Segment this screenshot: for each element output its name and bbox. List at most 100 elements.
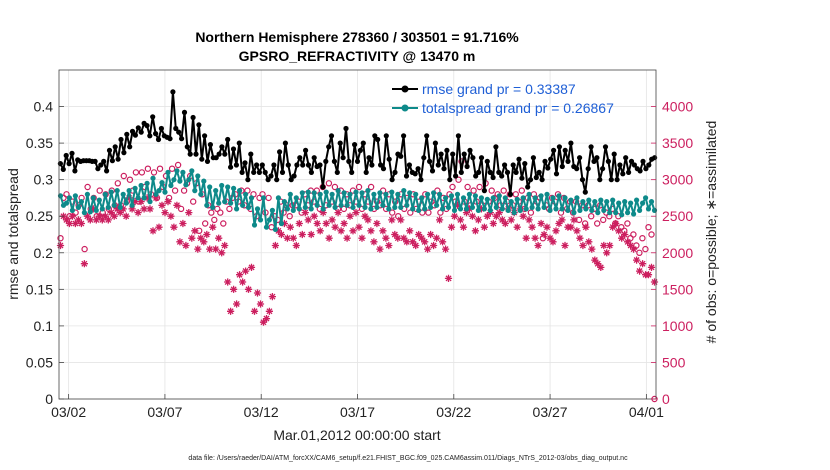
y-axis-label-left: rmse and totalspread (5, 168, 21, 300)
rmse-point (455, 133, 461, 139)
rmse-point (406, 162, 412, 168)
spread-point (177, 178, 183, 184)
rmse-point (187, 151, 193, 157)
obs-possible-point (588, 212, 595, 220)
spread-point (520, 195, 526, 201)
rmse-point (222, 151, 228, 157)
spread-point (290, 207, 296, 213)
rmse-point (346, 158, 352, 164)
rmse-point (551, 147, 557, 153)
rmse-point (360, 140, 366, 146)
y-tick-label-right: 3000 (662, 172, 693, 188)
obs-assimilated-point (412, 241, 420, 250)
obs-assimilated-point (337, 227, 345, 235)
obs-assimilated-point (259, 318, 268, 326)
spread-point (463, 206, 470, 212)
obs-assimilated-point (107, 209, 115, 217)
rmse-point (121, 150, 127, 156)
x-tick-label: 03/27 (533, 404, 568, 420)
rmse-point (129, 128, 136, 134)
obs-possible-point (464, 183, 471, 191)
rmse-point (104, 168, 110, 174)
spread-point (132, 185, 138, 191)
obs-assimilated-point (397, 216, 405, 224)
rmse-point (265, 177, 271, 183)
rmse-point (542, 158, 548, 164)
rmse-point (470, 155, 476, 161)
y-tick-label-right: 1500 (662, 281, 693, 297)
rmse-point (389, 177, 395, 183)
x-tick-label: 03/22 (436, 404, 471, 420)
obs-assimilated-point (313, 219, 321, 228)
obs-possible-point (425, 209, 432, 216)
obs-assimilated-point (146, 205, 154, 213)
obs-possible-point (120, 172, 128, 180)
obs-assimilated-point (444, 274, 453, 282)
obs-possible-point (648, 231, 655, 238)
legend-spread-label: totalspread grand pr = 0.26867 (422, 100, 614, 116)
spread-point (189, 168, 195, 174)
spread-point (123, 200, 129, 206)
obs-assimilated-point (250, 307, 259, 315)
rmse-point (418, 177, 424, 183)
rmse-point (378, 162, 384, 168)
obs-assimilated-point (212, 245, 220, 253)
rmse-point (170, 89, 176, 95)
spread-point (571, 210, 577, 216)
rmse-point (450, 151, 456, 157)
rmse-point (605, 158, 612, 164)
obs-assimilated-point (546, 234, 554, 242)
obs-possible-point (208, 209, 215, 216)
rmse-point (421, 155, 427, 161)
spread-point (84, 191, 90, 197)
rmse-point (424, 133, 430, 139)
spread-point (263, 224, 270, 230)
obs-possible-point (156, 165, 164, 172)
obs-assimilated-point (283, 234, 291, 242)
spread-point (568, 197, 574, 203)
rmse-point (219, 144, 225, 150)
spread-point (332, 204, 338, 210)
rmse-point (138, 129, 144, 135)
spread-point (398, 204, 404, 210)
spread-point (311, 190, 317, 196)
rmse-point (320, 184, 326, 190)
obs-assimilated-point (528, 223, 536, 231)
rmse-point (57, 161, 64, 167)
obs-assimilated-point (447, 223, 456, 231)
obs-assimilated-point (95, 212, 103, 220)
spread-point (454, 191, 461, 197)
rmse-point (643, 166, 649, 172)
spread-point (416, 207, 422, 213)
y-tick-label-right: 1000 (662, 318, 693, 334)
spread-point (180, 169, 186, 175)
y-axis-label-right: # of obs: o=possible; ∗=assimilated (703, 121, 719, 344)
spread-point (192, 188, 198, 194)
spread-point (619, 212, 625, 218)
spread-point (308, 206, 314, 212)
rmse-point (271, 162, 277, 168)
obs-assimilated-point (639, 260, 647, 268)
spread-point (389, 189, 395, 195)
spread-point (314, 202, 320, 208)
spread-point (111, 202, 117, 208)
rmse-point (628, 158, 635, 164)
obs-assimilated-point (621, 230, 629, 239)
rmse-point (230, 146, 237, 152)
spread-point (251, 222, 258, 228)
spread-point (377, 190, 383, 196)
obs-assimilated-point (286, 223, 294, 231)
obs-possible-point (168, 165, 176, 172)
spread-point (213, 188, 219, 194)
obs-assimilated-point (373, 219, 381, 228)
obs-assimilated-point (298, 230, 306, 239)
spread-point (257, 217, 264, 223)
spread-point (595, 210, 601, 216)
rmse-point (597, 177, 603, 183)
obs-possible-point (201, 220, 209, 227)
rmse-point (176, 129, 182, 135)
rmse-point (153, 131, 159, 137)
rmse-point (403, 173, 410, 179)
spread-point (275, 195, 281, 201)
